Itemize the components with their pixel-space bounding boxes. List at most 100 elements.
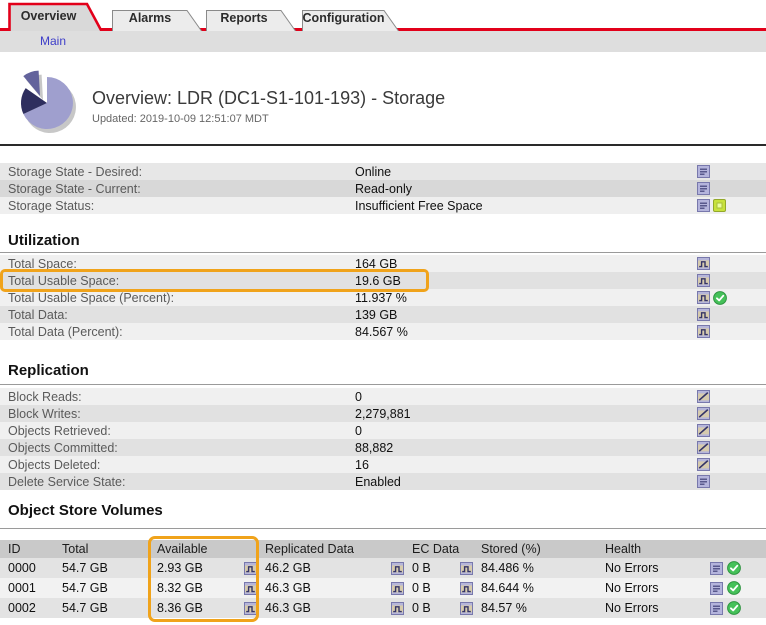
attribute-value: 88,882 [355,440,394,455]
attribute-row: Total Space: 164 GB [0,255,766,272]
attribute-value: Enabled [355,474,401,489]
chart-icon[interactable] [697,325,710,338]
attribute-label: Storage State - Desired: [8,164,143,179]
trend-chart-icon[interactable] [697,390,710,403]
chart-icon[interactable] [391,561,404,575]
page-title: Overview: LDR (DC1-S1-101-193) - Storage [92,88,446,108]
volume-available: 8.36 GB [157,601,265,615]
tab-overview[interactable]: Overview [8,0,103,31]
success-icon [727,581,741,595]
tab-configuration[interactable]: Configuration [302,0,399,31]
volume-id: 0002 [8,601,36,615]
state-text-icon[interactable] [697,199,710,212]
volume-row: 0001 54.7 GB 8.32 GB 46.3 GB 0 B 84.644 % No E… [0,578,766,598]
storage-state-table: Storage State - Desired: Online Storage St… [0,163,766,214]
volume-id: 0001 [8,581,36,595]
attribute-row: Total Usable Space (Percent): 11.937 % [0,289,766,306]
section-divider [0,528,766,529]
volume-stored-percent: 84.644 % [481,581,534,595]
tabs: Overview Alarms Reports Configuration [0,0,766,31]
state-text-icon[interactable] [697,165,710,178]
column-header: Health [605,542,642,556]
attribute-value: 0 [355,423,362,438]
trend-chart-icon[interactable] [697,407,710,420]
success-icon [727,561,741,575]
state-text-icon[interactable] [697,182,710,195]
volume-available: 2.93 GB [157,561,265,575]
trend-chart-icon[interactable] [697,441,710,454]
main-menu-link[interactable]: Main [40,34,67,48]
chart-icon[interactable] [697,308,710,321]
attribute-icons [697,308,766,321]
utilization-table: Total Space: 164 GB Total Usable Space: 19.… [0,255,766,340]
attribute-value: 11.937 % [355,290,407,305]
attribute-value: 139 GB [355,307,398,322]
attribute-value: 16 [355,457,369,472]
chart-icon[interactable] [244,601,257,615]
column-header: Stored (%) [481,542,541,556]
volume-available: 8.32 GB [157,581,265,595]
volume-row: 0000 54.7 GB 2.93 GB 46.2 GB 0 B 84.486 % No E… [0,558,766,578]
replication-section-title: Replication [8,362,89,379]
chart-icon[interactable] [244,581,257,595]
chart-icon[interactable] [460,581,473,595]
attribute-row: Storage State - Desired: Online [0,163,766,180]
attribute-icons [697,290,766,305]
attribute-icons [697,424,766,437]
column-header: Total [62,542,89,556]
volume-replicated-data: 46.2 GB [265,561,412,575]
chart-icon[interactable] [697,274,710,287]
attribute-row: Storage Status: Insufficient Free Space [0,197,766,214]
attribute-value: 2,279,881 [355,406,411,421]
volume-health-icons [700,581,766,595]
state-text-icon[interactable] [710,561,723,575]
attribute-row: Objects Committed: 88,882 [0,439,766,456]
attribute-value: 84.567 % [355,324,408,339]
volume-ec-data: 0 B [412,581,481,595]
volume-ec-data: 0 B [412,561,481,575]
volume-health-icons [700,601,766,615]
attribute-icons [697,199,766,212]
attribute-row: Total Data: 139 GB [0,306,766,323]
tab-reports[interactable]: Reports [206,0,296,31]
tab-alarms[interactable]: Alarms [112,0,202,31]
state-text-icon[interactable] [697,475,710,488]
chart-icon[interactable] [244,561,257,575]
chart-icon[interactable] [460,561,473,575]
volume-id: 0000 [8,561,36,575]
attribute-label: Delete Service State: [8,474,126,489]
pie-chart-icon [12,68,78,141]
attribute-row: Storage State - Current: Read-only [0,180,766,197]
state-text-icon[interactable] [710,581,723,595]
attribute-label: Objects Deleted: [8,457,101,472]
chart-icon[interactable] [697,291,710,304]
success-icon [713,290,727,305]
trend-chart-icon[interactable] [697,458,710,471]
chart-icon[interactable] [391,581,404,595]
attribute-icons [697,441,766,454]
volume-row: 0002 54.7 GB 8.36 GB 46.3 GB 0 B 84.57 % No Er… [0,598,766,618]
volume-ec-data: 0 B [412,601,481,615]
volume-stored-percent: 84.486 % [481,561,534,575]
chart-icon[interactable] [697,257,710,270]
attribute-label: Objects Retrieved: [8,423,111,438]
object-store-volumes-title: Object Store Volumes [8,502,163,519]
menu-strip: Main [0,31,766,52]
volumes-header-row: ID Total Available Replicated Data EC Data St… [0,540,766,558]
attribute-icons [697,407,766,420]
attribute-label: Storage State - Current: [8,181,141,196]
attribute-icons [697,325,766,338]
volume-replicated-data: 46.3 GB [265,601,412,615]
trend-chart-icon[interactable] [697,424,710,437]
chart-icon[interactable] [460,601,473,615]
attribute-value: 164 GB [355,256,398,271]
column-header: Replicated Data [265,542,354,556]
volume-health: No Errors [605,561,659,575]
attribute-row: Objects Retrieved: 0 [0,422,766,439]
volume-stored-percent: 84.57 % [481,601,527,615]
attribute-icons [697,257,766,270]
state-text-icon[interactable] [710,601,723,615]
object-store-volumes-table: ID Total Available Replicated Data EC Data St… [0,536,766,622]
chart-icon[interactable] [391,601,404,615]
